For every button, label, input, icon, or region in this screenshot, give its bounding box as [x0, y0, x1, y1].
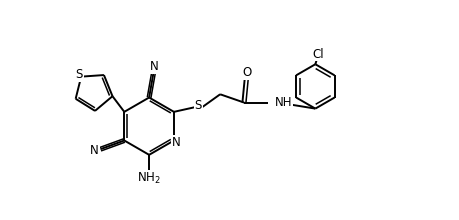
- Text: S: S: [75, 68, 83, 81]
- Text: N: N: [90, 144, 99, 157]
- Text: Cl: Cl: [312, 48, 324, 60]
- Text: S: S: [194, 99, 202, 112]
- Text: NH$_2$: NH$_2$: [137, 171, 161, 186]
- Text: N: N: [171, 136, 180, 149]
- Text: O: O: [242, 66, 251, 79]
- Text: NH: NH: [274, 96, 291, 109]
- Text: N: N: [149, 60, 158, 73]
